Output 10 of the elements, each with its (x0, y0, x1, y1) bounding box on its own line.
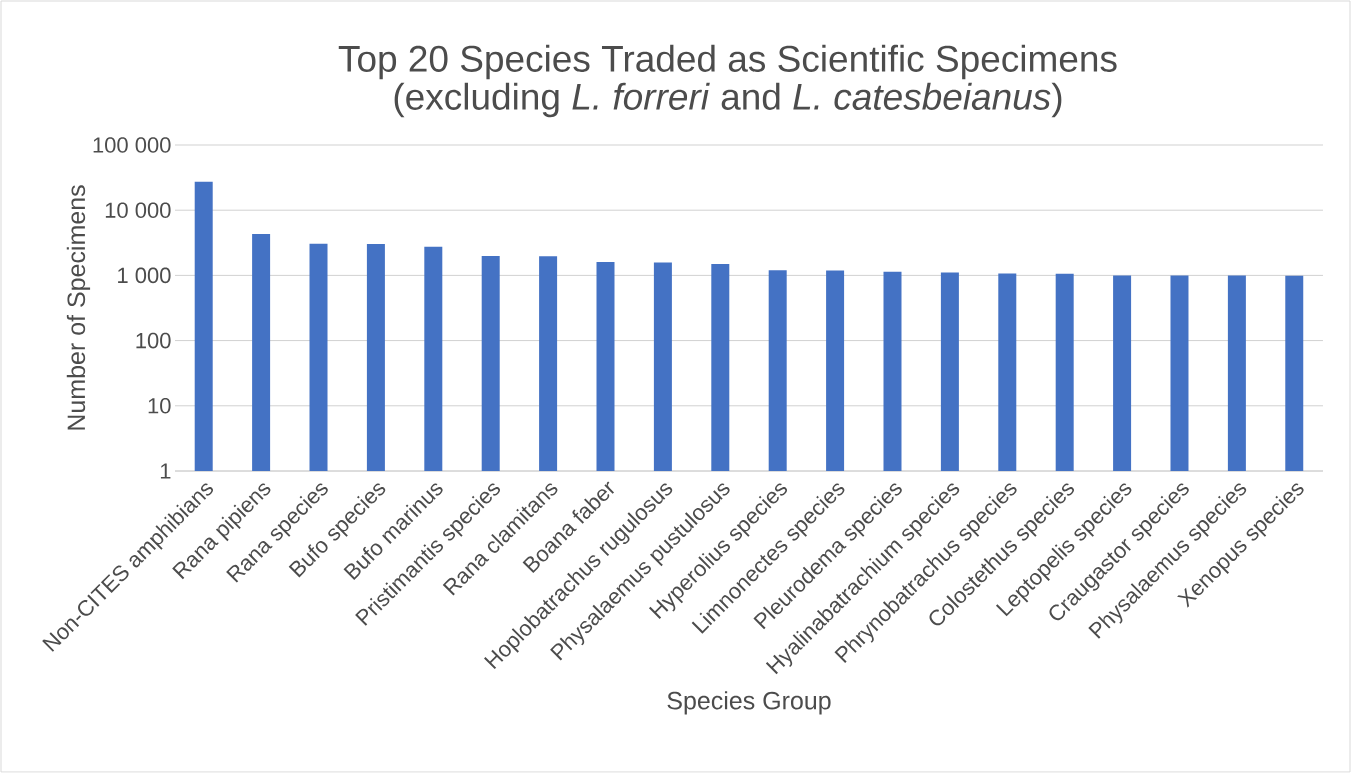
chart-title: Top 20 Species Traded as Scientific Specimens (338, 44, 1117, 80)
y-axis-title: Number of Specimens (66, 185, 91, 430)
y-tick-label: 10 000 (105, 202, 171, 218)
y-tick-label: 100 (136, 332, 171, 349)
y-tick-label: 100 000 (93, 137, 171, 153)
y-tick-label: 10 (148, 397, 171, 414)
chart-subtitle: (excluding L. forreri and L. catesbeianus) (394, 82, 1062, 118)
y-tick-label: 1 000 (118, 267, 171, 284)
y-tick-label: 1 (160, 463, 171, 479)
x-axis-title: Species Group (667, 691, 831, 715)
